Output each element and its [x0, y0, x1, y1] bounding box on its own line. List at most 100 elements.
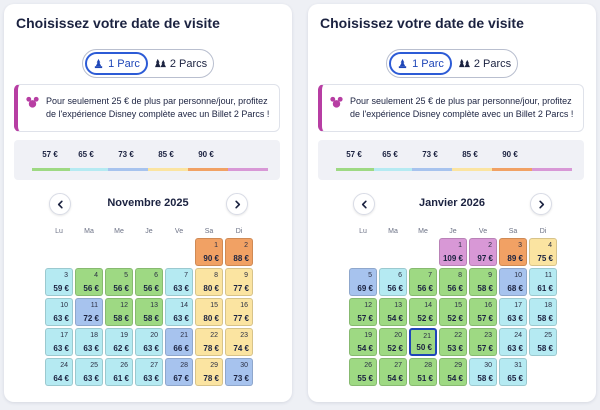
two-parks-icon: [154, 58, 166, 68]
day-cell[interactable]: 10 63 €: [45, 298, 73, 326]
weekday-label: Me: [114, 228, 124, 235]
one-park-label: 1 Parc: [108, 57, 140, 70]
day-cell[interactable]: 20 63 €: [135, 328, 163, 356]
legend-item: 65 €: [68, 145, 104, 175]
day-number: 15: [210, 302, 218, 309]
day-cell[interactable]: 11 72 €: [75, 298, 103, 326]
next-month-button[interactable]: [226, 193, 248, 215]
day-cell[interactable]: 23 57 €: [469, 328, 497, 356]
day-price: 52 €: [387, 344, 403, 353]
day-cell[interactable]: 8 56 €: [439, 268, 467, 296]
day-cell[interactable]: 14 52 €: [409, 298, 437, 326]
day-cell[interactable]: 11 61 €: [529, 268, 557, 296]
day-cell[interactable]: 31 65 €: [499, 358, 527, 386]
day-cell[interactable]: 23 74 €: [225, 328, 253, 356]
day-cell[interactable]: 16 77 €: [225, 298, 253, 326]
day-cell[interactable]: 29 54 €: [439, 358, 467, 386]
day-cell[interactable]: 30 73 €: [225, 358, 253, 386]
prev-month-button[interactable]: [353, 193, 375, 215]
day-cell[interactable]: 7 63 €: [165, 268, 193, 296]
two-parks-button[interactable]: 2 Parcs: [150, 52, 212, 75]
day-cell[interactable]: 9 77 €: [225, 268, 253, 296]
prev-month-button[interactable]: [49, 193, 71, 215]
day-number: 14: [424, 302, 432, 309]
next-month-button[interactable]: [530, 193, 552, 215]
day-cell[interactable]: 6 56 €: [135, 268, 163, 296]
legend-item: 85 €: [148, 145, 184, 175]
day-cell[interactable]: 9 58 €: [469, 268, 497, 296]
day-cell[interactable]: 18 63 €: [75, 328, 103, 356]
day-number: 28: [180, 362, 188, 369]
day-cell[interactable]: 30 58 €: [469, 358, 497, 386]
day-cell[interactable]: 5 56 €: [105, 268, 133, 296]
day-cell[interactable]: 13 58 €: [135, 298, 163, 326]
one-park-button[interactable]: 1 Parc: [389, 52, 452, 75]
day-cell[interactable]: 15 52 €: [439, 298, 467, 326]
day-cell[interactable]: 8 80 €: [195, 268, 223, 296]
day-price: 62 €: [113, 344, 129, 353]
day-cell[interactable]: 21 50 €: [409, 328, 437, 356]
calendar-grid: 1 90 € 2 88 € 3 59 € 4 56 € 5 56 € 6 56 € 7 63 € 8 80 €…: [45, 238, 255, 388]
day-number: 17: [514, 302, 522, 309]
day-number: 20: [394, 332, 402, 339]
weekday-label: Lu: [359, 228, 367, 235]
day-cell[interactable]: 24 64 €: [45, 358, 73, 386]
day-cell[interactable]: 4 56 €: [75, 268, 103, 296]
day-cell[interactable]: 28 67 €: [165, 358, 193, 386]
day-cell[interactable]: 16 57 €: [469, 298, 497, 326]
day-cell[interactable]: 3 59 €: [45, 268, 73, 296]
day-cell[interactable]: 27 63 €: [135, 358, 163, 386]
day-cell[interactable]: 27 54 €: [379, 358, 407, 386]
weekday-label: Sa: [508, 228, 518, 235]
day-cell[interactable]: 26 61 €: [105, 358, 133, 386]
two-parks-button[interactable]: 2 Parcs: [454, 52, 516, 75]
day-number: 12: [364, 302, 372, 309]
day-cell[interactable]: 2 97 €: [469, 238, 497, 266]
day-cell[interactable]: 13 54 €: [379, 298, 407, 326]
day-cell[interactable]: 7 56 €: [409, 268, 437, 296]
weekday-header: Lu Ma Me Je Ve Sa Di: [45, 228, 255, 240]
weekday-label: Ve: [174, 228, 184, 235]
day-cell[interactable]: 3 89 €: [499, 238, 527, 266]
day-number: 1: [214, 242, 218, 249]
day-cell[interactable]: 4 75 €: [529, 238, 557, 266]
day-cell[interactable]: 21 66 €: [165, 328, 193, 356]
day-number: 6: [398, 272, 402, 279]
day-price: 66 €: [173, 344, 189, 353]
day-price: 63 €: [53, 344, 69, 353]
day-number: 12: [120, 302, 128, 309]
day-cell[interactable]: 28 51 €: [409, 358, 437, 386]
legend-price: 57 €: [346, 150, 362, 159]
day-cell[interactable]: 24 63 €: [499, 328, 527, 356]
day-cell[interactable]: 18 58 €: [529, 298, 557, 326]
day-cell[interactable]: 25 63 €: [75, 358, 103, 386]
day-cell[interactable]: 12 58 €: [105, 298, 133, 326]
day-cell[interactable]: 5 69 €: [349, 268, 377, 296]
day-cell[interactable]: 2 88 €: [225, 238, 253, 266]
day-cell[interactable]: 14 63 €: [165, 298, 193, 326]
day-price: 58 €: [537, 314, 553, 323]
day-cell[interactable]: 19 54 €: [349, 328, 377, 356]
day-price: 68 €: [507, 284, 523, 293]
day-price: 56 €: [143, 284, 159, 293]
day-cell[interactable]: 25 58 €: [529, 328, 557, 356]
legend-item: 90 €: [492, 145, 528, 175]
day-cell[interactable]: 17 63 €: [45, 328, 73, 356]
day-number: 24: [60, 362, 68, 369]
day-cell[interactable]: 1 90 €: [195, 238, 223, 266]
one-park-button[interactable]: 1 Parc: [85, 52, 148, 75]
day-cell[interactable]: 20 52 €: [379, 328, 407, 356]
day-cell[interactable]: 19 62 €: [105, 328, 133, 356]
day-cell[interactable]: 22 53 €: [439, 328, 467, 356]
day-cell[interactable]: 1 109 €: [439, 238, 467, 266]
day-cell[interactable]: 26 55 €: [349, 358, 377, 386]
day-cell[interactable]: 22 78 €: [195, 328, 223, 356]
day-cell[interactable]: 6 56 €: [379, 268, 407, 296]
day-cell[interactable]: 17 63 €: [499, 298, 527, 326]
day-cell[interactable]: 15 80 €: [195, 298, 223, 326]
day-cell[interactable]: 10 68 €: [499, 268, 527, 296]
two-parks-label: 2 Parcs: [473, 57, 512, 70]
day-number: 13: [394, 302, 402, 309]
day-cell[interactable]: 12 57 €: [349, 298, 377, 326]
day-cell[interactable]: 29 78 €: [195, 358, 223, 386]
